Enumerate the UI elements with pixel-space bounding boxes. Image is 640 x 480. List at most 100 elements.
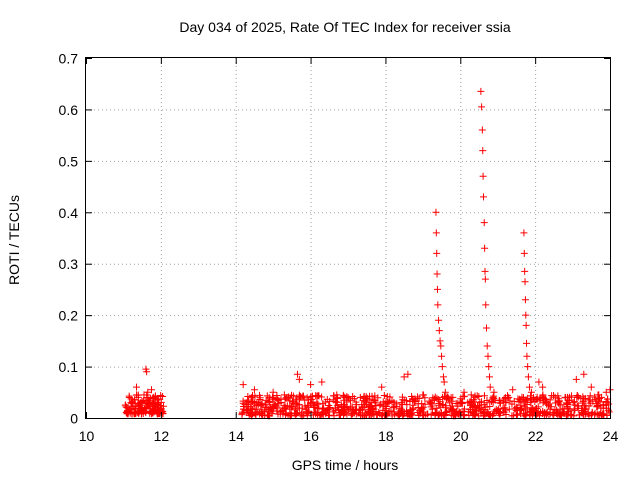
data-point (135, 408, 143, 416)
data-point (404, 370, 412, 378)
data-point (263, 392, 271, 400)
data-point (337, 408, 345, 416)
data-point (480, 401, 488, 409)
data-point (584, 396, 592, 404)
data-point (445, 395, 453, 403)
data-point (397, 399, 405, 407)
data-point (363, 396, 371, 404)
data-point (437, 409, 445, 417)
data-point (458, 400, 466, 408)
data-point (486, 403, 494, 411)
data-point (349, 410, 357, 418)
data-point (535, 378, 543, 386)
data-point (247, 398, 255, 406)
data-point (579, 399, 587, 407)
data-point (568, 411, 576, 419)
data-point (539, 407, 547, 415)
data-point (383, 393, 391, 401)
data-point (510, 397, 518, 405)
data-point (438, 363, 446, 371)
data-point (294, 401, 302, 409)
data-point (260, 407, 268, 415)
data-point (286, 403, 294, 411)
data-point (547, 403, 555, 411)
data-point (482, 324, 490, 332)
data-point (431, 393, 439, 401)
data-point (244, 392, 252, 400)
data-point (433, 270, 441, 278)
data-point (487, 411, 495, 419)
data-point (369, 396, 377, 404)
plot-frame (85, 57, 611, 419)
data-point (467, 397, 475, 405)
data-point (533, 395, 541, 403)
data-point (359, 397, 367, 405)
x-axis-title: GPS time / hours (292, 457, 399, 473)
data-point (343, 403, 351, 411)
data-point (400, 373, 408, 381)
data-point (502, 398, 510, 406)
data-points (121, 87, 614, 420)
data-point (369, 405, 377, 413)
data-point (374, 394, 382, 402)
data-point (298, 409, 306, 417)
data-point (561, 393, 569, 401)
data-point (468, 399, 476, 407)
data-point (385, 398, 393, 406)
data-point (586, 392, 594, 400)
data-point (368, 404, 376, 412)
data-point (490, 394, 498, 402)
data-point (420, 408, 428, 416)
data-point (482, 301, 490, 309)
data-point (419, 391, 427, 399)
data-point (599, 404, 607, 412)
data-point (449, 393, 457, 401)
data-point (315, 392, 323, 400)
data-point (133, 408, 141, 416)
data-point (603, 395, 611, 403)
data-point (280, 391, 288, 399)
data-point (431, 411, 439, 419)
data-point (286, 394, 294, 402)
data-point (403, 401, 411, 409)
data-point (523, 339, 531, 347)
data-point (139, 406, 147, 414)
x-tick-label: 20 (453, 428, 469, 444)
data-point (433, 249, 441, 257)
x-tick-label: 12 (154, 428, 170, 444)
data-point (311, 402, 319, 410)
data-point (353, 401, 361, 409)
data-point (439, 393, 447, 401)
data-point (275, 399, 283, 407)
data-point (308, 392, 316, 400)
data-point (485, 363, 493, 371)
data-point (478, 126, 486, 134)
data-point (250, 386, 258, 394)
data-point (460, 388, 468, 396)
data-point (500, 395, 508, 403)
data-point (293, 396, 301, 404)
data-point (509, 386, 517, 394)
data-point (140, 391, 148, 399)
data-point (477, 405, 485, 413)
data-point (319, 400, 327, 408)
data-point (581, 404, 589, 412)
y-tick-label: 0.7 (59, 51, 79, 67)
data-point (479, 172, 487, 180)
data-point (416, 407, 424, 415)
data-point (421, 411, 429, 419)
data-point (134, 393, 142, 401)
data-point (436, 337, 444, 345)
data-point (301, 396, 309, 404)
data-point (428, 401, 436, 409)
data-point (268, 409, 276, 417)
data-point (364, 403, 372, 411)
x-tick-label: 22 (528, 428, 544, 444)
data-point (333, 402, 341, 410)
data-point (277, 407, 285, 415)
data-point (324, 405, 332, 413)
data-point (295, 375, 303, 383)
data-point (574, 402, 582, 410)
y-tick-label: 0.1 (59, 359, 79, 375)
data-point (440, 378, 448, 386)
